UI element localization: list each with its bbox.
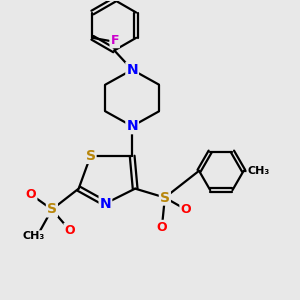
- Text: CH₃: CH₃: [23, 231, 45, 241]
- Text: CH₃: CH₃: [248, 166, 270, 176]
- Text: N: N: [126, 119, 138, 133]
- Text: O: O: [180, 203, 191, 216]
- Text: N: N: [126, 63, 138, 77]
- Text: O: O: [26, 188, 36, 201]
- Text: F: F: [110, 34, 119, 47]
- Text: O: O: [64, 224, 75, 237]
- Text: N: N: [100, 196, 111, 211]
- Text: S: S: [85, 149, 96, 163]
- Text: S: S: [47, 202, 57, 216]
- Text: O: O: [157, 221, 167, 234]
- Text: S: S: [160, 190, 170, 205]
